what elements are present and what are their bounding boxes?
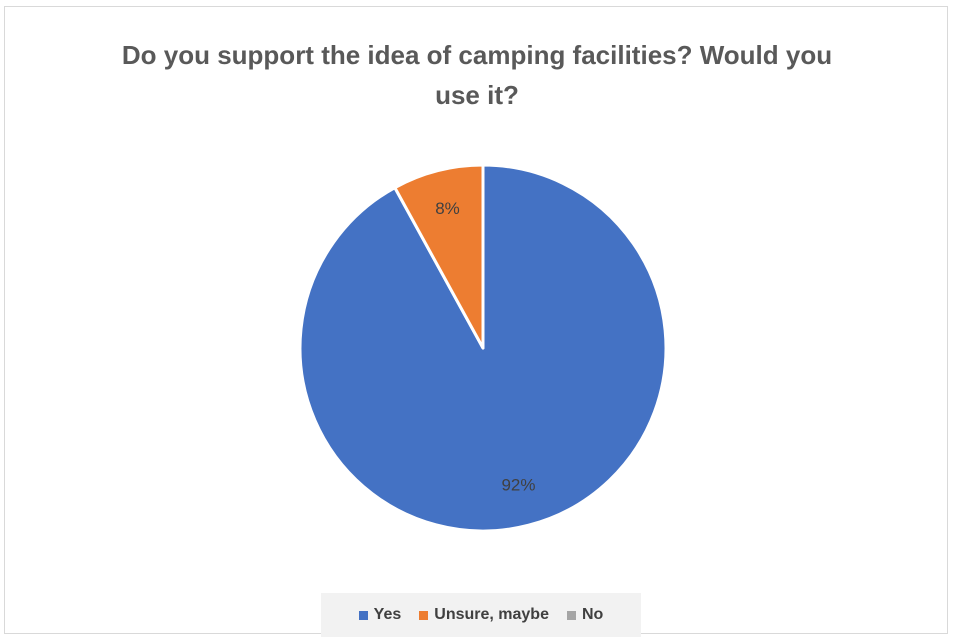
chart-area: Do you support the idea of camping facil…	[4, 6, 948, 637]
legend-swatch-unsure	[419, 610, 429, 620]
pie-slice-unsure	[393, 163, 485, 350]
data-label-unsure: 8%	[435, 199, 460, 218]
chart-title: Do you support the idea of camping facil…	[121, 40, 833, 110]
legend-label-unsure: Unsure, maybe	[434, 606, 549, 623]
legend-swatch-no	[566, 610, 576, 620]
legend-label-no: No	[581, 606, 604, 623]
legend-item-yes: Yes	[358, 606, 402, 624]
legend: Yes Unsure, maybe No	[321, 593, 641, 637]
data-label-yes: 92%	[501, 476, 535, 495]
legend-swatch-yes	[358, 610, 368, 620]
legend-item-no: No	[566, 606, 604, 624]
legend-item-unsure: Unsure, maybe	[419, 606, 549, 624]
legend-label-yes: Yes	[373, 606, 402, 623]
pie-chart: 92% 8%	[298, 163, 668, 533]
